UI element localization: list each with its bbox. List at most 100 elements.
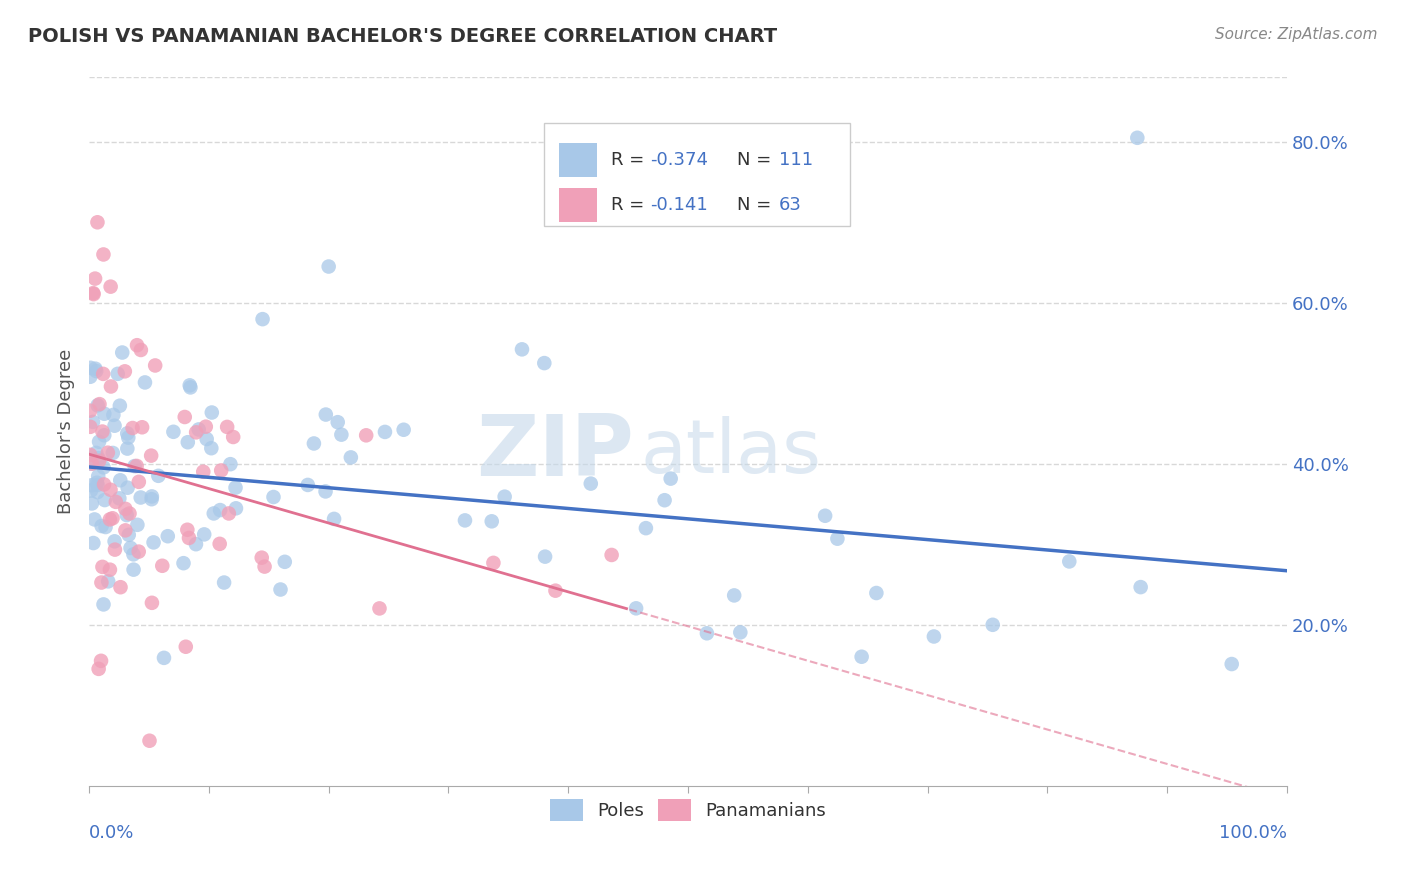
Point <box>302 436 325 450</box>
Point <box>101 446 124 460</box>
Point <box>122 563 145 577</box>
Text: 0.0%: 0.0% <box>89 824 135 842</box>
Point <box>118 528 141 542</box>
Point <box>79 419 101 434</box>
Point <box>114 524 136 538</box>
Point <box>89 397 111 411</box>
Text: 111: 111 <box>779 152 813 169</box>
Point <box>103 418 125 433</box>
Point <box>93 460 115 475</box>
Point <box>79 448 101 462</box>
Point <box>118 507 141 521</box>
Point <box>200 441 222 455</box>
Text: R =: R = <box>612 196 651 214</box>
Point <box>83 287 105 301</box>
Point <box>104 534 127 549</box>
Point <box>340 450 363 465</box>
Point <box>297 478 319 492</box>
Point <box>93 407 115 421</box>
Point <box>128 544 150 558</box>
Point <box>84 271 107 285</box>
Point <box>79 369 101 384</box>
Point <box>87 451 110 466</box>
Point <box>1059 554 1081 568</box>
Point <box>184 537 207 551</box>
Point <box>193 527 215 541</box>
Point <box>179 380 201 394</box>
Point <box>634 521 657 535</box>
Text: atlas: atlas <box>640 417 821 489</box>
Text: N =: N = <box>737 152 778 169</box>
Point <box>107 367 129 381</box>
FancyBboxPatch shape <box>544 123 849 227</box>
Point <box>318 260 340 274</box>
Point <box>93 247 115 261</box>
Point <box>117 481 139 495</box>
Point <box>79 360 101 375</box>
Point <box>86 475 108 490</box>
Point <box>142 535 165 549</box>
Point <box>922 630 945 644</box>
Point <box>98 563 121 577</box>
Point <box>125 458 148 473</box>
Point <box>250 550 273 565</box>
Point <box>179 378 201 392</box>
Point <box>368 601 391 615</box>
Point <box>222 430 245 444</box>
Point <box>117 431 139 445</box>
Point <box>148 468 170 483</box>
Point <box>315 408 337 422</box>
Point <box>212 575 235 590</box>
Point <box>134 376 156 390</box>
Point <box>252 312 274 326</box>
Point <box>104 495 127 509</box>
Point <box>84 364 107 378</box>
Point <box>87 434 110 449</box>
Point <box>117 442 139 456</box>
Point <box>117 426 139 441</box>
Point <box>93 477 115 491</box>
Point <box>482 556 505 570</box>
Point <box>108 491 131 506</box>
Point <box>100 483 122 497</box>
Y-axis label: Bachelor's Degree: Bachelor's Degree <box>58 349 75 514</box>
Point <box>173 409 195 424</box>
Point <box>330 427 353 442</box>
Point <box>83 512 105 526</box>
Point <box>392 423 415 437</box>
Point <box>114 364 136 378</box>
Point <box>79 403 101 417</box>
Point <box>141 449 163 463</box>
Point <box>193 465 215 479</box>
Point <box>100 379 122 393</box>
Point <box>110 473 132 487</box>
Point <box>122 547 145 561</box>
Point <box>93 493 115 508</box>
Point <box>111 345 134 359</box>
Point <box>209 463 232 477</box>
Point <box>177 435 200 450</box>
Point <box>110 580 132 594</box>
Point <box>195 432 218 446</box>
Point <box>91 560 114 574</box>
Point <box>201 405 224 419</box>
Point <box>354 428 377 442</box>
Point <box>202 507 225 521</box>
Point <box>659 472 682 486</box>
Point <box>121 421 143 435</box>
Point <box>82 415 104 429</box>
Point <box>104 542 127 557</box>
Point <box>129 343 152 357</box>
Point <box>624 601 647 615</box>
Point <box>94 520 117 534</box>
Point <box>128 475 150 489</box>
Point <box>730 625 752 640</box>
Point <box>494 490 516 504</box>
Point <box>600 548 623 562</box>
Point <box>217 420 239 434</box>
Point <box>194 419 217 434</box>
Point <box>93 598 115 612</box>
Point <box>209 503 232 517</box>
Point <box>84 446 107 460</box>
Point <box>219 457 242 471</box>
